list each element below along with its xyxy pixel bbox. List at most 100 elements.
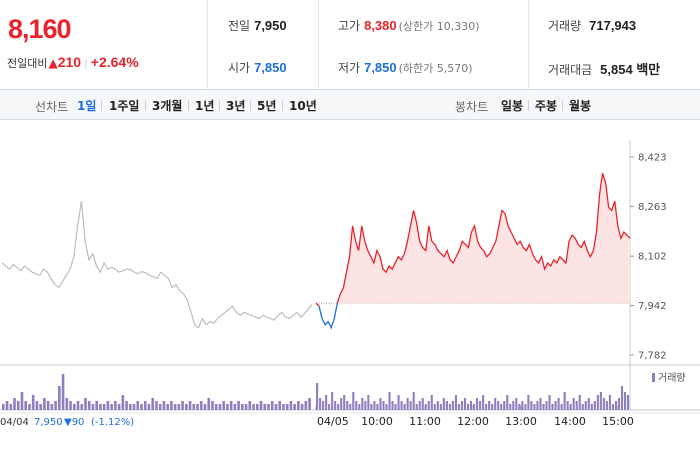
prev-volume-bar: [244, 404, 248, 410]
tab-weekly-candle[interactable]: 주봉: [535, 99, 558, 113]
today-volume-bar: [617, 398, 621, 410]
tab-1year[interactable]: 1년: [195, 99, 215, 113]
prev-volume-bar: [267, 404, 270, 410]
today-volume-bar: [485, 404, 488, 410]
today-volume-bar: [337, 404, 340, 410]
today-volume-bar: [551, 404, 554, 410]
prev-volume-bar: [46, 401, 50, 410]
divider: [318, 0, 319, 90]
price-lines: [1, 173, 631, 330]
today-volume-bar: [593, 401, 596, 410]
today-volume-bar: [457, 404, 461, 410]
today-volume-bar: [451, 401, 454, 410]
high-price: 고가 8,380 (상한가 10,330): [338, 17, 480, 34]
prev-volume-bar: [76, 401, 80, 410]
today-volume-bar: [412, 392, 415, 410]
up-triangle-icon: ▲: [48, 56, 58, 70]
volume-label: 거래량: [548, 19, 582, 33]
prev-volume-bar: [252, 404, 255, 410]
prev-volume-bar: [114, 401, 117, 410]
today-volume-bar: [491, 404, 494, 410]
prev-volume-bar: [199, 401, 203, 410]
today-series-line-up: [336, 173, 631, 304]
today-volume-bar: [403, 404, 406, 410]
prev-volume-bar: [9, 404, 13, 410]
prev-volume-bar: [43, 398, 46, 410]
open-price: 시가 7,850: [228, 59, 287, 76]
prev-volume-bar: [69, 401, 72, 410]
today-volume-bar: [379, 398, 382, 410]
prev-volume-bar: [50, 404, 54, 410]
lower-limit: (하한가 5,570): [398, 62, 473, 75]
today-volume-bar: [575, 401, 578, 410]
low-label: 저가: [338, 61, 361, 75]
today-volume-bar: [494, 398, 497, 410]
today-volume-bar: [611, 404, 614, 410]
tab-10year[interactable]: 10년: [289, 99, 317, 113]
today-volume-bar: [352, 392, 355, 410]
prev-volume-bar: [233, 404, 237, 410]
divider: [528, 0, 529, 90]
y-tick-label: 8,263: [638, 202, 667, 213]
today-volume-bar: [448, 404, 451, 410]
volume-value: 717,943: [589, 18, 637, 33]
upper-limit: (상한가 10,330): [398, 20, 480, 33]
today-volume-bar: [454, 395, 457, 410]
today-volume-bar: [533, 404, 536, 410]
x-tick-label: 15:00: [602, 415, 634, 428]
y-tick-label: 8,423: [638, 153, 667, 164]
tab-separator: [145, 100, 146, 111]
today-volume-bar: [358, 404, 361, 410]
today-volume-bar: [497, 401, 500, 410]
today-volume-bar: [590, 404, 593, 410]
prev-volume-bar: [136, 401, 140, 410]
tab-1day[interactable]: 1일: [77, 99, 97, 113]
prev-volume-bar: [151, 398, 155, 410]
y-tick-label: 7,942: [638, 301, 667, 312]
today-volume-bar: [530, 401, 533, 410]
tab-daily-candle[interactable]: 일봉: [501, 99, 524, 113]
today-volume-bar: [626, 395, 630, 410]
today-volume-bar: [328, 404, 331, 410]
today-volume-bar: [442, 398, 445, 410]
tab-3year[interactable]: 3년: [226, 99, 246, 113]
amount-value: 5,854 백만: [600, 62, 661, 77]
prev-volume-bar: [128, 404, 132, 410]
prev-volume-bar: [99, 404, 102, 410]
today-volume-bar: [334, 401, 337, 410]
prev-volume-bar: [91, 404, 95, 410]
amount-label: 거래대금: [548, 63, 593, 77]
prev-date-label: 04/04: [0, 417, 29, 428]
prev-volume-bar: [95, 401, 98, 410]
change-amount: 210: [57, 54, 82, 70]
today-volume-bar: [479, 401, 482, 410]
x-tick-label: 10:00: [361, 415, 393, 428]
prev-volume-bar: [31, 395, 35, 410]
prev-change-label: ▼90: [64, 417, 84, 428]
prev-volume-bar: [72, 404, 76, 410]
today-volume-bar: [623, 392, 627, 410]
today-volume-bar: [524, 404, 527, 410]
today-volume-bar: [391, 401, 394, 410]
today-volume-bar: [527, 395, 530, 410]
today-volume-bar: [587, 398, 590, 410]
prev-volume-bar: [308, 398, 311, 410]
prev-volume-bar: [196, 404, 199, 410]
prev-volume-bar: [87, 401, 91, 410]
x-tick-label: 13:00: [505, 415, 537, 428]
tab-5year[interactable]: 5년: [257, 99, 277, 113]
today-volume-bar: [620, 386, 624, 410]
today-volume-bar: [343, 395, 346, 410]
today-volume-bar: [466, 404, 470, 410]
price-chart: 8,423 8,263 8,102 7,942 7,782 거래량 10:00 11:00 12…: [0, 140, 700, 428]
today-volume-bar: [319, 398, 322, 410]
prev-volume-bar: [125, 401, 128, 410]
tab-1week[interactable]: 1주일: [109, 99, 140, 113]
tab-3month[interactable]: 3개월: [152, 99, 183, 113]
today-volume-bar: [473, 404, 476, 410]
low-price: 저가 7,850 (하한가 5,570): [338, 59, 473, 76]
today-volume-bar: [599, 392, 602, 410]
prev-volume-bar: [282, 404, 285, 410]
tab-monthly-candle[interactable]: 월봉: [569, 99, 592, 113]
open-value: 7,850: [254, 60, 287, 75]
